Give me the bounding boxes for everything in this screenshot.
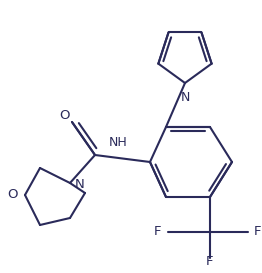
Text: F: F	[154, 225, 162, 239]
Text: F: F	[206, 255, 214, 268]
Text: NH: NH	[109, 136, 127, 150]
Text: O: O	[8, 188, 18, 201]
Text: N: N	[180, 91, 190, 104]
Text: O: O	[60, 108, 70, 121]
Text: N: N	[75, 179, 85, 191]
Text: F: F	[254, 225, 262, 239]
